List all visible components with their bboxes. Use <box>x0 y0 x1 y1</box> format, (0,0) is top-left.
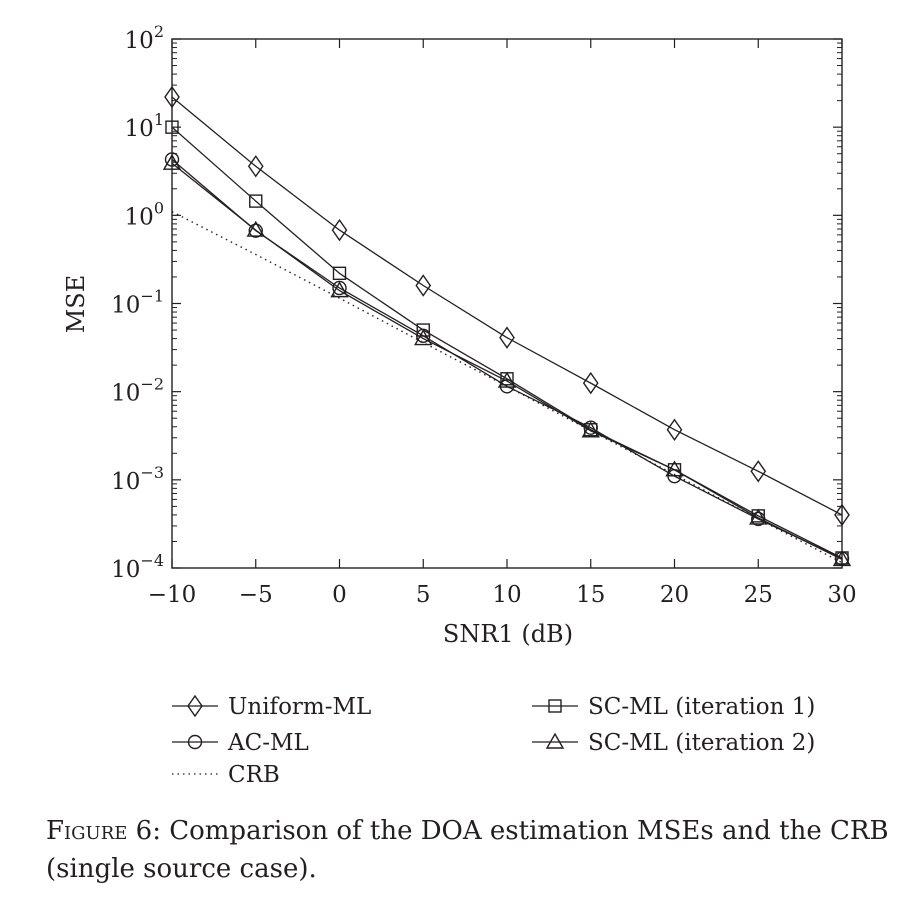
plot-frame <box>171 38 843 569</box>
y-axis-label: MSE <box>62 275 90 334</box>
legend-entry: Uniform-ML <box>172 694 371 720</box>
x-tick-label: 30 <box>827 582 856 608</box>
series-line <box>171 126 843 559</box>
y-tick-label: 10−1 <box>111 287 164 319</box>
x-axis-label: SNR1 (dB) <box>443 620 573 648</box>
series-sc-ml-iteration-2 <box>162 153 852 567</box>
x-tick-label: 20 <box>660 582 689 608</box>
data-point-triangle <box>414 329 433 346</box>
y-axis-ticks: 102 101 100 10−1 10−2 10−3 10−4 <box>111 22 842 583</box>
x-tick-label: 10 <box>492 582 521 608</box>
data-point-triangle <box>246 220 265 237</box>
y-tick-label: 10−2 <box>111 375 164 407</box>
legend: Uniform-ML SC-ML (iteration 1) AC-ML SC-ML … <box>172 694 815 788</box>
series-line <box>171 96 843 516</box>
data-point-diamond <box>331 218 348 242</box>
figure-caption: Figure 6: Comparison of the DOA estimati… <box>46 812 896 888</box>
y-tick-label: 10−3 <box>111 463 164 495</box>
legend-label: AC-ML <box>227 730 309 756</box>
data-point-diamond <box>750 460 767 483</box>
plot-border <box>171 38 843 569</box>
legend-label: CRB <box>228 762 280 788</box>
data-point-circle <box>164 152 180 167</box>
series-uniform-ml <box>164 85 850 527</box>
data-point-diamond <box>415 274 432 297</box>
series-line <box>171 162 843 561</box>
x-tick-label: 25 <box>744 582 773 608</box>
data-point-diamond <box>834 503 850 527</box>
legend-entry: SC-ML (iteration 1) <box>532 694 815 720</box>
series-layer <box>162 85 852 567</box>
legend-entry: AC-ML <box>172 730 309 756</box>
data-point-triangle <box>162 153 182 170</box>
legend-label: SC-ML (iteration 2) <box>588 730 815 756</box>
legend-marker <box>545 732 565 749</box>
y-tick-label: 101 <box>125 110 164 142</box>
data-point-square <box>165 120 179 134</box>
figure: 102 101 100 10−1 10−2 10−3 10−4 −10 −5 0 5 10 15 20 2… <box>62 22 857 788</box>
legend-marker <box>187 734 203 750</box>
data-point-triangle <box>749 508 768 525</box>
data-point-circle <box>583 420 598 435</box>
y-tick-label: 10−4 <box>111 551 164 583</box>
data-point-diamond <box>247 155 264 178</box>
data-point-triangle <box>581 421 600 438</box>
x-axis-ticks: −10 −5 0 5 10 15 20 25 30 <box>148 39 857 608</box>
data-point-diamond <box>499 326 515 349</box>
caption-prefix: Figure 6: <box>46 816 161 846</box>
y-tick-label: 102 <box>125 22 164 54</box>
legend-entry: SC-ML (iteration 2) <box>532 730 815 756</box>
legend-label: SC-ML (iteration 1) <box>588 694 815 720</box>
data-point-square <box>249 194 263 208</box>
legend-entry: CRB <box>172 762 280 788</box>
x-tick-label: −5 <box>239 582 273 608</box>
legend-label: Uniform-ML <box>228 694 371 720</box>
data-point-diamond <box>582 371 599 395</box>
x-tick-label: −10 <box>148 582 197 608</box>
x-tick-label: 15 <box>576 582 605 608</box>
data-point-circle <box>248 223 263 238</box>
data-point-diamond <box>164 85 180 109</box>
data-point-triangle <box>330 281 349 298</box>
data-point-circle <box>751 511 766 527</box>
data-point-diamond <box>666 418 683 441</box>
x-tick-label: 0 <box>332 582 347 608</box>
data-point-triangle <box>665 460 684 477</box>
data-point-square <box>332 266 347 281</box>
legend-marker <box>548 699 562 713</box>
series-sc-ml-iteration-1 <box>165 120 849 565</box>
series-ac-ml <box>164 152 850 566</box>
legend-marker <box>187 694 203 718</box>
data-point-triangle <box>832 550 852 567</box>
x-tick-label: 5 <box>416 582 431 608</box>
series-line <box>171 158 843 560</box>
data-point-triangle <box>497 371 517 388</box>
caption-text: Comparison of the DOA estimation MSEs an… <box>46 816 889 884</box>
y-tick-label: 100 <box>125 198 164 230</box>
data-point-circle <box>499 379 515 394</box>
